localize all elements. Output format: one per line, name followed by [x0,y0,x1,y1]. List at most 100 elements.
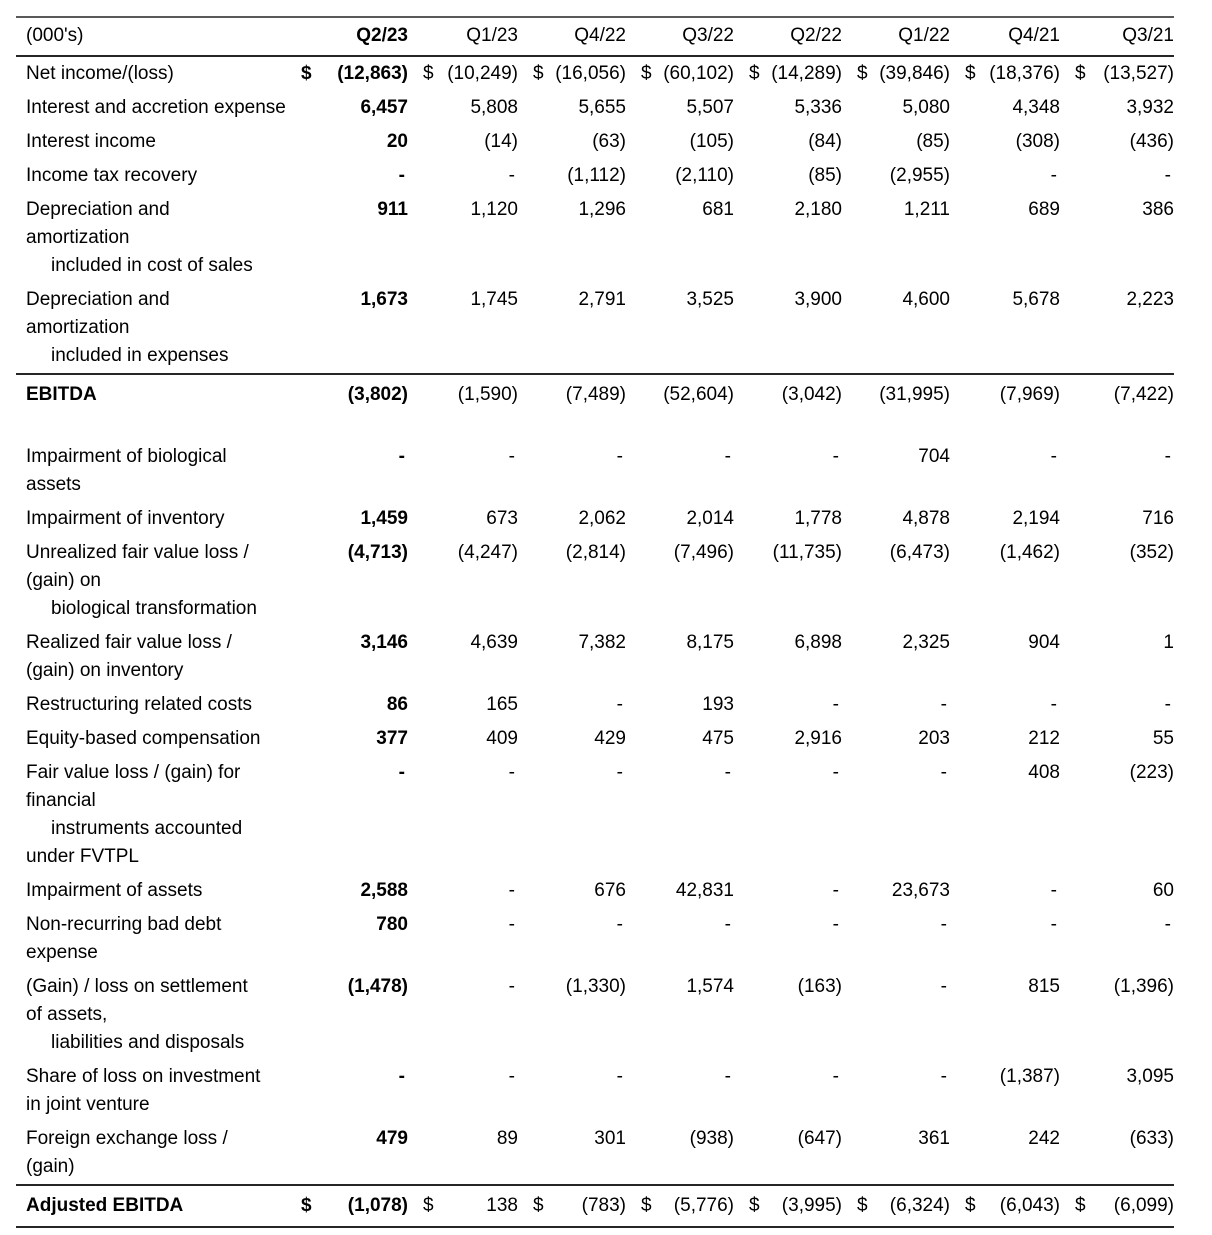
table-cell: (84) [734,125,842,159]
cell-value: 815 [1028,976,1060,997]
row-label-line: in joint venture [26,1094,150,1115]
cell-value: - [940,1066,947,1087]
table-cell: (633) [1060,1122,1174,1185]
cell-value: 20 [386,131,408,152]
cell-value: 673 [486,508,518,529]
cell-value: 3,525 [686,289,734,310]
cell-value: 681 [702,199,734,220]
cell-value: - [1050,446,1057,467]
cell-value: (1,387) [999,1066,1060,1087]
table-cell: - [408,1060,518,1122]
row-label-line: (gain) on inventory [26,660,184,681]
table-cell: 2,325 [842,626,950,688]
table-cell: 3,095 [1060,1060,1174,1122]
row-equity-based-compensation: Equity-based compensation 377 409 429 475 2,9… [16,722,1174,756]
cell-value: - [940,694,947,715]
table-cell: 42,831 [626,874,734,908]
cell-value: 5,678 [1012,289,1060,310]
table-cell: 911 [286,193,408,283]
row-label-line: included in expenses [51,345,229,366]
cell-value: 86 [386,694,408,715]
cell-value: 3,146 [360,632,408,653]
cell-value: 4,878 [902,508,950,529]
table-cell: 5,080 [842,91,950,125]
cell-value: - [616,762,623,783]
cell-value: 3,932 [1126,97,1174,118]
cell-value: 1,745 [470,289,518,310]
row-income-tax-recovery: Income tax recovery - - (1,112) (2,110) (85) (… [16,159,1174,193]
row-unrealized-fair-value-loss-gain-biological-transformation: Unrealized fair value loss / (gain) on bio… [16,536,1174,626]
table-cell: 1,574 [626,970,734,1060]
cell-value: 5,507 [686,97,734,118]
table-cell: (1,478) [286,970,408,1060]
cell-value: 301 [594,1128,626,1149]
cell-value: - [832,446,839,467]
table-cell: (7,969) [950,373,1060,412]
row-label: Interest income [16,125,286,159]
table-cell: (308) [950,125,1060,159]
row-label-line: (Gain) / loss on settlement [26,976,248,997]
table-cell: 86 [286,688,408,722]
table-cell: (63) [518,125,626,159]
cell-value: (2,814) [565,542,626,563]
table-cell: 212 [950,722,1060,756]
table-cell: 681 [626,193,734,283]
cell-value: 1,778 [794,508,842,529]
cell-value: (85) [808,165,842,186]
cell-value: 409 [486,728,518,749]
table-cell: 5,678 [950,283,1060,374]
cell-value: (13,527) [1103,63,1174,84]
table-cell: 2,916 [734,722,842,756]
dollar-sign: $ [533,63,544,84]
cell-value: - [398,446,405,467]
table-cell: (352) [1060,536,1174,626]
cell-value: 2,223 [1126,289,1174,310]
table-cell: 1,745 [408,283,518,374]
cell-value: (633) [1129,1128,1174,1149]
row-impairment-of-assets: Impairment of assets 2,588 - 676 42,831 - 23,6… [16,874,1174,908]
table-cell: 377 [286,722,408,756]
table-cell: - [734,908,842,970]
row-label-line: biological transformation [51,598,257,619]
table-cell: 20 [286,125,408,159]
table-cell: - [1060,908,1174,970]
cell-value: - [508,762,515,783]
cell-value: (783) [581,1195,626,1216]
table-cell: (4,713) [286,536,408,626]
cell-value: 1,211 [903,199,950,220]
table-cell: (1,387) [950,1060,1060,1122]
cell-value: (4,713) [347,542,408,563]
table-body: Net income/(loss) $ (12,863) $ (10,249) $ (16,… [16,56,1174,1228]
cell-value: 7,382 [578,632,626,653]
table-cell: 203 [842,722,950,756]
table-cell: 2,791 [518,283,626,374]
cell-value: 89 [496,1128,518,1149]
row-label: Adjusted EBITDA [16,1184,286,1228]
row-label-line: liabilities and disposals [51,1032,245,1053]
cell-value: 2,180 [794,199,842,220]
row-label-line: under FVTPL [26,846,139,867]
table-cell: (3,042) [734,373,842,412]
table-cell: - [842,756,950,874]
row-label: Impairment of inventory [16,502,286,536]
cell-value: 386 [1142,199,1174,220]
column-header-q4-22: Q4/22 [518,17,626,57]
cell-value: - [1164,914,1171,935]
table-cell: 165 [408,688,518,722]
row-net-income-loss: Net income/(loss) $ (12,863) $ (10,249) $ (16,… [16,56,1174,91]
row-interest-income: Interest income 20 (14) (63) (105) (84) (85) (3… [16,125,1174,159]
row-impairment-of-inventory: Impairment of inventory 1,459 673 2,062 2,01… [16,502,1174,536]
cell-value: - [616,1066,623,1087]
table-cell: 4,639 [408,626,518,688]
table-cell: - [408,970,518,1060]
cell-value: (6,473) [889,542,950,563]
table-cell: - [842,688,950,722]
cell-value: (84) [808,131,842,152]
cell-value: 3,900 [794,289,842,310]
cell-value: (1,396) [1113,976,1174,997]
table-cell: 4,348 [950,91,1060,125]
cell-value: - [832,694,839,715]
table-cell: 8,175 [626,626,734,688]
row-label-line: Depreciation and [26,289,170,310]
table-cell: 5,655 [518,91,626,125]
